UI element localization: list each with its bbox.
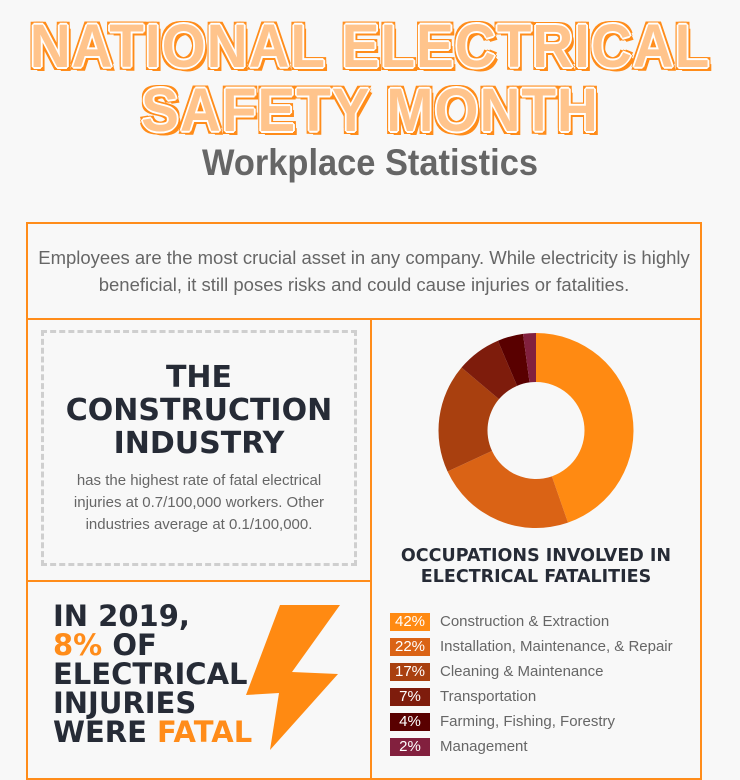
fatal-highlight: FATAL: [157, 715, 253, 749]
heading-line: THE: [165, 359, 233, 395]
legend-item: 17% Cleaning & Maintenance: [390, 659, 673, 684]
percentage-badge: 4%: [390, 712, 430, 731]
chart-title-text: OCCUPATIONS INVOLVED IN ELECTRICAL FATAL…: [400, 546, 672, 587]
donut-slice: [438, 367, 499, 472]
legend-label: Cleaning & Maintenance: [440, 663, 604, 680]
legend-label: Management: [440, 738, 528, 755]
lightning-bolt-icon: [246, 605, 340, 750]
legend-item: 2% Management: [390, 734, 673, 759]
legend-label: Installation, Maintenance, & Repair: [440, 638, 673, 655]
main-title-line-2: SAFETY MONTH: [141, 76, 599, 144]
fatal-line-prefix: WERE: [53, 715, 158, 749]
heading-line: CONSTRUCTION: [65, 392, 333, 428]
legend-label: Construction & Extraction: [440, 613, 610, 630]
chart-title: OCCUPATIONS INVOLVED IN ELECTRICAL FATAL…: [372, 546, 700, 588]
percentage-badge: 42%: [390, 612, 430, 631]
percentage-badge: 7%: [390, 687, 430, 706]
intro-panel: Employees are the most crucial asset in …: [26, 222, 702, 320]
fatal-line: WERE FATAL: [53, 718, 252, 747]
occupations-donut-chart: [438, 333, 634, 528]
heading-line: INDUSTRY: [113, 425, 285, 461]
main-title-line-1: NATIONAL ELECTRICAL: [29, 12, 711, 80]
construction-text: has the highest rate of fatal electrical…: [73, 471, 325, 533]
legend-label: Farming, Fishing, Forestry: [440, 713, 616, 730]
legend-label: Transportation: [440, 688, 537, 705]
construction-heading: THE CONSTRUCTION INDUSTRY: [66, 361, 332, 460]
legend-item: 7% Transportation: [390, 684, 673, 709]
percentage-badge: 17%: [390, 662, 430, 681]
donut-slice: [497, 333, 530, 386]
construction-callout-box: THE CONSTRUCTION INDUSTRY has the highes…: [41, 330, 357, 566]
percentage-badge: 2%: [390, 737, 430, 756]
chart-legend: 42% Construction & Extraction 22% Installat…: [390, 609, 673, 759]
legend-item: 22% Installation, Maintenance, & Repair: [390, 634, 673, 659]
donut-slice: [447, 450, 568, 528]
legend-item: 42% Construction & Extraction: [390, 609, 673, 634]
fatal-stat-heading: IN 2019, 8% OF ELECTRICAL INJURIES WERE …: [53, 602, 252, 747]
subtitle: Workplace Statistics: [202, 142, 538, 183]
fatal-percentage: 8%: [53, 628, 103, 662]
fatal-line: IN 2019,: [53, 599, 190, 633]
donut-slice: [536, 333, 634, 523]
fatal-line-rest: OF: [102, 628, 157, 662]
fatal-line: INJURIES: [53, 686, 197, 720]
intro-text: Employees are the most crucial asset in …: [38, 247, 690, 295]
fatal-line: ELECTRICAL: [53, 657, 248, 691]
percentage-badge: 22%: [390, 637, 430, 656]
legend-item: 4% Farming, Fishing, Forestry: [390, 709, 673, 734]
donut-slice: [461, 340, 518, 400]
fatal-line: 8% OF: [53, 631, 252, 660]
donut-slice: [523, 333, 536, 383]
